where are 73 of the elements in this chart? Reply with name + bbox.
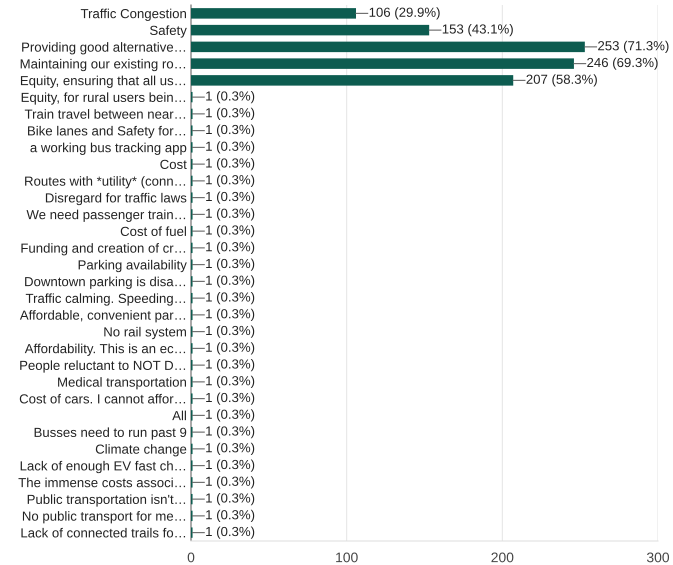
y-tick-label: Public transportation isn't… — [28, 494, 186, 507]
bar — [191, 58, 574, 69]
data-label: 1 (0.3%) — [206, 325, 254, 338]
data-label: 1 (0.3%) — [206, 510, 254, 522]
y-tick-label: Affordability. This is an ec… — [24, 344, 186, 356]
data-label: 1 (0.3%) — [206, 376, 254, 388]
y-tick-label: Maintaining our existing ro… — [20, 58, 186, 72]
x-tick-label: 200 — [491, 552, 514, 562]
y-tick-label: Funding and creation of cr… — [21, 243, 186, 256]
y-tick-label: Providing good alternative… — [22, 42, 186, 54]
y-tick-label: Cost of cars. I cannot affor… — [20, 394, 186, 404]
y-tick-label: Train travel between near… — [24, 109, 186, 119]
x-tick-label: 300 — [646, 552, 670, 562]
data-label: 253 (71.3%) — [598, 40, 669, 54]
data-label: 1 (0.3%) — [206, 158, 254, 170]
y-tick-label: Disregard for traffic laws — [46, 192, 186, 206]
y-tick-label: No public transport for me… — [22, 511, 186, 524]
data-label: 1 (0.3%) — [206, 426, 254, 438]
data-label: 1 (0.3%) — [206, 191, 254, 204]
data-label: 1 (0.3%) — [206, 141, 254, 154]
y-tick-label: Cost of fuel — [120, 226, 186, 236]
y-tick-label: No rail system — [104, 326, 186, 340]
y-tick-label: Downtown parking is disa… — [25, 276, 186, 289]
y-tick-label: Routes with *utility* (conn… — [25, 176, 186, 188]
data-label: 1 (0.3%) — [206, 492, 254, 506]
data-label: 153 (43.1%) — [442, 24, 513, 36]
data-label: 1 (0.3%) — [206, 392, 254, 405]
data-label: 1 (0.3%) — [206, 258, 254, 271]
data-label: 1 (0.3%) — [206, 476, 254, 489]
data-label: 1 (0.3%) — [206, 442, 254, 456]
y-tick-label: Affordable, convenient par… — [20, 310, 186, 322]
y-tick-label: Equity, ensuring that all us… — [20, 76, 186, 88]
data-label: 1 (0.3%) — [206, 224, 254, 238]
y-tick-label: Bike lanes and Safety for… — [28, 126, 186, 138]
data-label: 1 (0.3%) — [206, 124, 254, 137]
y-tick-label: People reluctant to NOT D… — [20, 360, 186, 373]
bar — [191, 75, 514, 86]
y-tick-label: Busses need to run past 9 — [34, 427, 186, 440]
data-label: 1 (0.3%) — [206, 275, 254, 288]
y-tick-label: a working bus tracking app — [30, 142, 186, 155]
y-tick-label: Parking availability — [78, 260, 187, 272]
data-label: 1 (0.3%) — [206, 358, 254, 372]
data-label: 1 (0.3%) — [206, 108, 254, 120]
y-tick-label: Traffic Congestion — [80, 8, 186, 21]
y-tick-label: Equity, for rural users bein… — [22, 92, 186, 105]
y-tick-label: Lack of connected trails fo… — [21, 528, 186, 538]
y-tick-label: Safety — [150, 25, 187, 38]
data-label: 1 (0.3%) — [206, 292, 254, 304]
data-label: 1 (0.3%) — [206, 242, 254, 254]
data-label: 246 (69.3%) — [587, 57, 658, 70]
y-tick-label: Medical transportation — [58, 377, 186, 390]
y-tick-label: Climate change — [96, 444, 186, 456]
data-label: 106 (29.9%) — [370, 7, 440, 20]
data-label: 1 (0.3%) — [206, 459, 254, 472]
y-tick-label: All — [172, 410, 186, 420]
data-label: 207 (58.3%) — [526, 74, 597, 87]
y-tick-label: Traffic calming. Speeding… — [26, 293, 186, 306]
y-tick-label: Lack of enough EV fast ch… — [20, 460, 186, 474]
y-tick-label: We need passenger train… — [26, 210, 186, 222]
bar — [191, 42, 585, 52]
data-label: 1 (0.3%) — [206, 409, 254, 422]
y-tick-label: Cost — [160, 160, 187, 170]
x-tick-label: 0 — [188, 552, 194, 562]
bar — [191, 8, 356, 19]
data-label: 1 (0.3%) — [206, 308, 254, 322]
y-tick-label: The immense costs associ… — [18, 478, 186, 488]
data-label: 1 (0.3%) — [206, 174, 254, 188]
bar — [191, 24, 430, 36]
x-tick-label: 100 — [336, 552, 358, 562]
data-label: 1 (0.3%) — [206, 208, 254, 221]
data-label: 1 (0.3%) — [206, 342, 254, 355]
data-label: 1 (0.3%) — [206, 526, 254, 539]
data-label: 1 (0.3%) — [206, 90, 254, 104]
